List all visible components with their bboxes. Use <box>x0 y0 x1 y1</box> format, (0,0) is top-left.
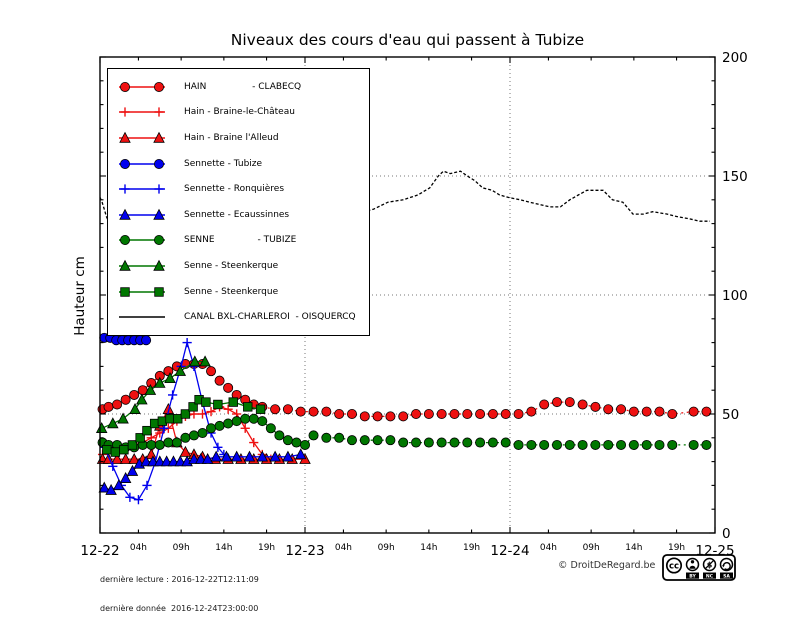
legend-marker-line <box>119 316 165 318</box>
x-tick-label-day: 12-22 <box>80 543 119 559</box>
series-senne-tubize <box>97 413 712 453</box>
x-tick-label-hour: 09h <box>173 543 190 553</box>
series-senne-steenkerque-1 <box>95 355 211 433</box>
footer-status: dernière lecture : 2016-12-22T12:11:09 d… <box>100 556 259 623</box>
legend-label: Senne - Steenkerque <box>184 260 279 271</box>
legend-label: Sennette - Ecaussinnes <box>184 209 290 220</box>
svg-text:BY: BY <box>689 573 696 579</box>
svg-text:SA: SA <box>723 573 730 579</box>
svg-text:NC: NC <box>706 573 714 579</box>
y-tick-label: 150 <box>722 169 748 185</box>
x-tick-label-day: 12-23 <box>285 543 324 559</box>
x-tick-label-hour: 04h <box>540 543 557 553</box>
legend-item-canal-bxl-charleroi: CANAL BXL-CHARLEROI - OISQUERCQ <box>116 305 365 329</box>
legend-label: CANAL BXL-CHARLEROI - OISQUERCQ <box>184 312 356 323</box>
cc-sa-icon <box>719 557 734 572</box>
legend-marker-circle <box>119 81 165 92</box>
legend-item-hain-clabecq: HAIN - CLABECQ <box>116 75 365 99</box>
x-tick-label-hour: 14h <box>625 543 642 553</box>
y-tick-label: 200 <box>722 50 748 66</box>
legend-marker-square <box>119 286 165 297</box>
series-senne-steenkerque-2 <box>102 395 266 457</box>
legend-marker-triangle <box>119 259 165 271</box>
y-tick-label: 100 <box>722 288 748 304</box>
x-tick-label-day: 12-24 <box>490 543 529 559</box>
cc-terms-labels: BY NC SA <box>686 572 733 579</box>
series-sennette-ecaussinnes <box>98 448 307 495</box>
legend-item-senne-steenkerque-1: Senne - Steenkerque <box>116 254 365 278</box>
legend-marker-plus <box>119 184 165 194</box>
cc-by-icon <box>685 557 700 572</box>
legend-marker-triangle <box>119 208 165 220</box>
legend-item-sennette-ronquieres: Sennette - Ronquières <box>116 177 365 201</box>
cc-license-badge: cc $ BY NC SA <box>662 554 736 581</box>
x-tick-label-hour: 19h <box>668 543 685 553</box>
cc-nc-icon: $ <box>702 557 717 572</box>
legend-item-sennette-ecaussinnes: Sennette - Ecaussinnes <box>116 203 365 227</box>
legend-label: HAIN - CLABECQ <box>184 81 302 92</box>
svg-text:cc: cc <box>669 562 679 572</box>
x-tick-label-hour: 09h <box>583 543 600 553</box>
legend-item-hain-braine-chateau: Hain - Braine-le-Château <box>116 100 365 124</box>
legend-label: SENNE - TUBIZE <box>184 235 297 246</box>
legend-label: Hain - Braine-le-Château <box>184 107 295 118</box>
legend-marker-plus <box>119 107 165 117</box>
chart-title: Niveaux des cours d'eau qui passent à Tu… <box>230 31 585 49</box>
x-tick-label-hour: 09h <box>378 543 395 553</box>
x-tick-label-hour: 04h <box>130 543 147 553</box>
cc-icon: cc <box>665 557 683 574</box>
x-tick-label-hour: 19h <box>463 543 480 553</box>
legend-item-hain-braine-alleud: Hain - Braine l'Alleud <box>116 126 365 150</box>
legend-item-sennette-tubize: Sennette - Tubize <box>116 152 365 176</box>
legend-label: Sennette - Ronquières <box>184 184 285 195</box>
legend-label: Sennette - Tubize <box>184 158 263 169</box>
legend-marker-circle <box>119 158 165 169</box>
legend-item-senne-steenkerque-2: Senne - Steenkerque <box>116 280 365 304</box>
x-tick-label-hour: 19h <box>258 543 275 553</box>
legend-marker-triangle <box>119 131 165 143</box>
legend-marker-circle <box>119 235 165 246</box>
legend-box: HAIN - CLABECQ Hain - Braine-le-Château Ha… <box>107 68 370 336</box>
x-tick-label-hour: 14h <box>215 543 232 553</box>
cc-badge-frame <box>662 554 736 581</box>
legend-item-senne-tubize: SENNE - TUBIZE <box>116 228 365 252</box>
y-tick-label: 0 <box>722 526 731 542</box>
x-tick-label-hour: 04h <box>335 543 352 553</box>
y-tick-label: 50 <box>722 407 739 423</box>
last-data-text: dernière donnée 2016-12-24T23:00:00 <box>100 603 259 613</box>
x-tick-label-hour: 14h <box>420 543 437 553</box>
water-levels-chart-page: { "title": "Niveaux des cours d'eau qui … <box>72 31 748 613</box>
copyright-text: © DroitDeRegard.be <box>558 560 656 571</box>
last-reading-text: dernière lecture : 2016-12-22T12:11:09 <box>100 575 259 584</box>
legend-label: Senne - Steenkerque <box>184 286 279 297</box>
legend-label: Hain - Braine l'Alleud <box>184 132 279 143</box>
